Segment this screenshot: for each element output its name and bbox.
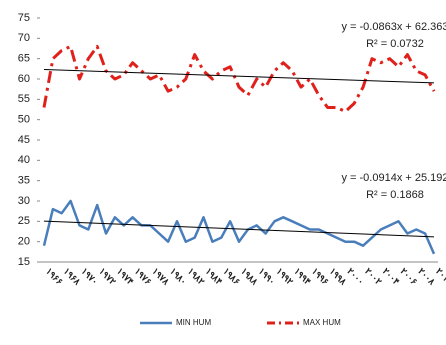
y-tick-label: 50 [18, 114, 30, 126]
y-tick-label: 60 [18, 73, 30, 85]
x-tick-label: ۱۹۷۴ [115, 266, 136, 287]
y-tick-label: 55 [18, 93, 30, 105]
x-tick-label: ۱۹۸۲ [186, 266, 207, 287]
x-tick-label: ۱۹۸۶ [221, 266, 242, 287]
y-tick-label: 20 [18, 236, 30, 248]
x-tick-label: ۲۰۰۶ [398, 266, 419, 287]
x-tick-label: ۱۹۶۸ [62, 266, 83, 287]
trend-r2: R² = 0.0732 [366, 38, 424, 50]
y-tick-label: 30 [18, 195, 30, 207]
x-tick-label: ۱۹۷۲ [97, 266, 118, 287]
x-tick-label: ۱۹۷۸ [150, 266, 171, 287]
x-tick-label: ۲۰۰۲ [363, 266, 384, 287]
y-tick-label: 15 [18, 256, 30, 268]
x-tick-label: ۲۰۰۰ [345, 266, 366, 287]
y-tick-label: 65 [18, 53, 30, 65]
y-tick-label: 40 [18, 154, 30, 166]
legend-label: MAX HUM [303, 318, 341, 327]
x-tick-label: ۲۰۱۰ [434, 266, 446, 287]
x-tick-label: ۲۰۰۴ [381, 266, 402, 287]
x-tick-label: ۱۹۸۸ [239, 266, 260, 287]
x-tick-label: ۱۹۶۶ [44, 266, 65, 287]
x-tick-label: ۱۹۹۴ [292, 266, 313, 287]
trend-equation: y = -0.0863x + 62.363 [341, 21, 446, 33]
series-line [42, 45, 436, 113]
y-tick-label: 35 [18, 175, 30, 187]
y-tick-label: 45 [18, 134, 30, 146]
trend-r2: R² = 0.1868 [366, 189, 424, 201]
x-tick-label: ۲۰۰۸ [416, 266, 437, 287]
trend-equation: y = -0.0914x + 25.192 [341, 172, 446, 184]
y-tick-label: 70 [18, 32, 30, 44]
x-tick-label: ۱۹۹۸ [328, 266, 349, 287]
y-tick-label: 75 [18, 12, 30, 24]
series-line [42, 199, 436, 255]
x-tick-label: ۱۹۸۴ [203, 266, 224, 287]
x-tick-label: ۱۹۸۰ [168, 266, 189, 287]
x-tick-label: ۱۹۹۲ [274, 266, 295, 287]
x-tick-label: ۱۹۹۶ [310, 266, 331, 287]
x-tick-label: ۱۹۷۰ [79, 266, 100, 287]
legend-label: MIN HUM [176, 318, 211, 327]
x-tick-label: ۱۹۹۰ [257, 266, 278, 287]
trend-line [43, 220, 435, 238]
trend-line [43, 69, 435, 84]
x-tick-label: ۱۹۷۶ [133, 266, 154, 287]
y-tick-label: 25 [18, 215, 30, 227]
